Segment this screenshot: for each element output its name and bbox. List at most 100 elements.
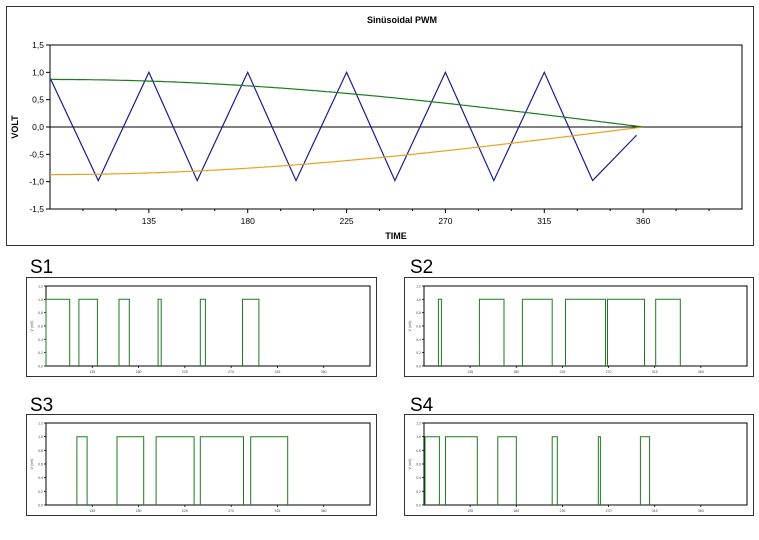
- main-chart: Sinüsoidal PWM TIME VOLT 1,5 1,0 0,5 0,0 -0,…: [10, 15, 743, 241]
- pwm-y-axis-label: V (mV): [30, 459, 34, 470]
- pwm-x-tick-label: 270: [606, 370, 612, 374]
- pwm-x-tick-label: 135: [467, 509, 473, 513]
- s4-panel: 1.2 1.0 0.8 0.6 0.4 0.2 0.0 V (mV) 135 180 225 270 3…: [404, 414, 754, 516]
- pwm-y-tick-label: 0.6: [38, 463, 43, 467]
- pwm-plot-area: [45, 422, 371, 506]
- pwm-pulse: [157, 298, 162, 366]
- main-y-tick-label: 1,0: [32, 67, 44, 77]
- pwm-y-tick-label: 1.0: [38, 435, 43, 439]
- pwm-pulse: [437, 298, 442, 366]
- pwm-pulse: [551, 436, 558, 505]
- pwm-x-tick-label: 360: [321, 370, 327, 374]
- pwm-plot-area: [423, 422, 748, 506]
- pwm-x-tick-label: 180: [513, 509, 519, 513]
- pwm-pulse: [655, 298, 681, 366]
- pwm-x-tick-label: 360: [698, 370, 704, 374]
- main-x-tick-label: 315: [537, 216, 551, 226]
- pwm-x-tick-label: 225: [560, 509, 566, 513]
- pwm-pulse: [45, 298, 71, 366]
- pwm-y-tick-label: 1.2: [38, 422, 43, 426]
- s2-chart: 1.2 1.0 0.8 0.6 0.4 0.2 0.0 V (mV) 135 180 225 270 3…: [408, 285, 748, 374]
- s1-panel: 1.2 1.0 0.8 0.6 0.4 0.2 0.0 V (mV) 135 180 225 270 3…: [26, 277, 377, 377]
- pwm-x-tick-label: 180: [136, 370, 142, 374]
- pwm-y-tick-label: 0.6: [416, 463, 421, 467]
- pwm-y-axis-label: V (mV): [408, 459, 412, 470]
- main-y-tick-label: -1,5: [29, 204, 44, 214]
- pwm-x-tick-label: 225: [560, 370, 566, 374]
- pwm-pulse: [76, 436, 88, 505]
- pwm-x-tick-label: 225: [182, 370, 188, 374]
- pwm-y-tick-label: 0.2: [416, 490, 421, 494]
- pwm-x-tick-label: 135: [467, 370, 473, 374]
- main-y-tick-label: 0,0: [32, 122, 44, 132]
- pwm-y-tick-label: 0.0: [38, 365, 43, 369]
- pwm-pulse: [199, 436, 244, 505]
- pwm-pulse: [565, 298, 606, 366]
- main-x-tick-label: 270: [438, 216, 452, 226]
- main-y-tick-label: -0,5: [29, 149, 44, 159]
- main-y-tick-label: -1,0: [29, 177, 44, 187]
- pwm-x-tick-label: 225: [182, 509, 188, 513]
- panel-label-s1: S1: [30, 257, 54, 278]
- pwm-y-tick-label: 0.4: [416, 338, 421, 342]
- pwm-y-tick-label: 0.4: [38, 476, 43, 480]
- main-x-tick-label: 135: [142, 216, 156, 226]
- pwm-pulse: [118, 298, 130, 366]
- pwm-x-tick-label: 360: [321, 509, 327, 513]
- pwm-pulse: [199, 298, 206, 366]
- pwm-y-tick-label: 1.0: [38, 298, 43, 302]
- main-x-tick-label: 225: [339, 216, 353, 226]
- s1-chart: 1.2 1.0 0.8 0.6 0.4 0.2 0.0 V (mV) 135 180 225 270 3…: [30, 285, 371, 374]
- pwm-y-tick-label: 0.8: [416, 311, 421, 315]
- pwm-y-tick-label: 0.2: [38, 351, 43, 355]
- pwm-y-tick-label: 0.4: [38, 338, 43, 342]
- pwm-y-tick-label: 1.0: [416, 298, 421, 302]
- pwm-y-tick-label: 0.8: [38, 311, 43, 315]
- pwm-pulse: [424, 436, 440, 505]
- carrier-triangle-line: [49, 70, 638, 183]
- reference-sine-orange-line: [50, 126, 644, 176]
- pwm-pulse: [445, 436, 478, 505]
- panel-label-s4: S4: [410, 395, 434, 416]
- pwm-pulse: [242, 298, 260, 366]
- pwm-pulse: [521, 298, 553, 366]
- pwm-x-tick-label: 180: [136, 509, 142, 513]
- main-x-tick-label: 180: [241, 216, 255, 226]
- pwm-pulse: [639, 436, 651, 505]
- pwm-y-tick-label: 0.6: [416, 325, 421, 329]
- pwm-x-tick-label: 315: [275, 370, 281, 374]
- pwm-x-tick-label: 135: [89, 509, 95, 513]
- pwm-x-tick-label: 270: [228, 370, 234, 374]
- pwm-pulse: [250, 436, 289, 505]
- s3-chart: 1.2 1.0 0.8 0.6 0.4 0.2 0.0 V (mV) 135 180 225 270 3…: [30, 422, 371, 513]
- main-chart-panel: Sinüsoidal PWM TIME VOLT 1,5 1,0 0,5 0,0 -0,…: [6, 6, 754, 246]
- pwm-plot-area: [423, 285, 748, 367]
- pwm-pulse: [597, 436, 601, 505]
- pwm-pulse: [607, 298, 645, 366]
- panel-label-s2: S2: [410, 257, 434, 278]
- pwm-x-tick-label: 270: [606, 509, 612, 513]
- pwm-x-tick-label: 315: [652, 509, 658, 513]
- s2-panel: 1.2 1.0 0.8 0.6 0.4 0.2 0.0 V (mV) 135 180 225 270 3…: [404, 277, 754, 377]
- pwm-y-tick-label: 1.2: [416, 285, 421, 289]
- main-chart-title: Sinüsoidal PWM: [367, 15, 437, 25]
- pwm-x-tick-label: 360: [698, 509, 704, 513]
- pwm-y-tick-label: 0.0: [416, 365, 421, 369]
- pwm-y-tick-label: 1.2: [416, 422, 421, 426]
- panel-label-s3: S3: [30, 395, 54, 416]
- pwm-x-tick-label: 270: [228, 509, 234, 513]
- main-chart-xlabel: TIME: [385, 231, 407, 241]
- pwm-plot-area: [45, 285, 371, 367]
- pwm-y-tick-label: 1.0: [416, 435, 421, 439]
- s4-chart: 1.2 1.0 0.8 0.6 0.4 0.2 0.0 V (mV) 135 180 225 270 3…: [408, 422, 748, 513]
- pwm-y-axis-label: V (mV): [30, 321, 34, 332]
- main-y-tick-label: 1,5: [32, 40, 44, 50]
- reference-sine-green-line: [50, 78, 644, 128]
- s3-panel: 1.2 1.0 0.8 0.6 0.4 0.2 0.0 V (mV) 135 180 225 270 3…: [26, 414, 377, 516]
- pwm-x-tick-label: 315: [652, 370, 658, 374]
- pwm-pulse: [116, 436, 145, 505]
- pwm-y-tick-label: 0.2: [416, 351, 421, 355]
- pwm-y-tick-label: 0.8: [416, 449, 421, 453]
- pwm-x-tick-label: 180: [513, 370, 519, 374]
- pwm-y-tick-label: 0.4: [416, 476, 421, 480]
